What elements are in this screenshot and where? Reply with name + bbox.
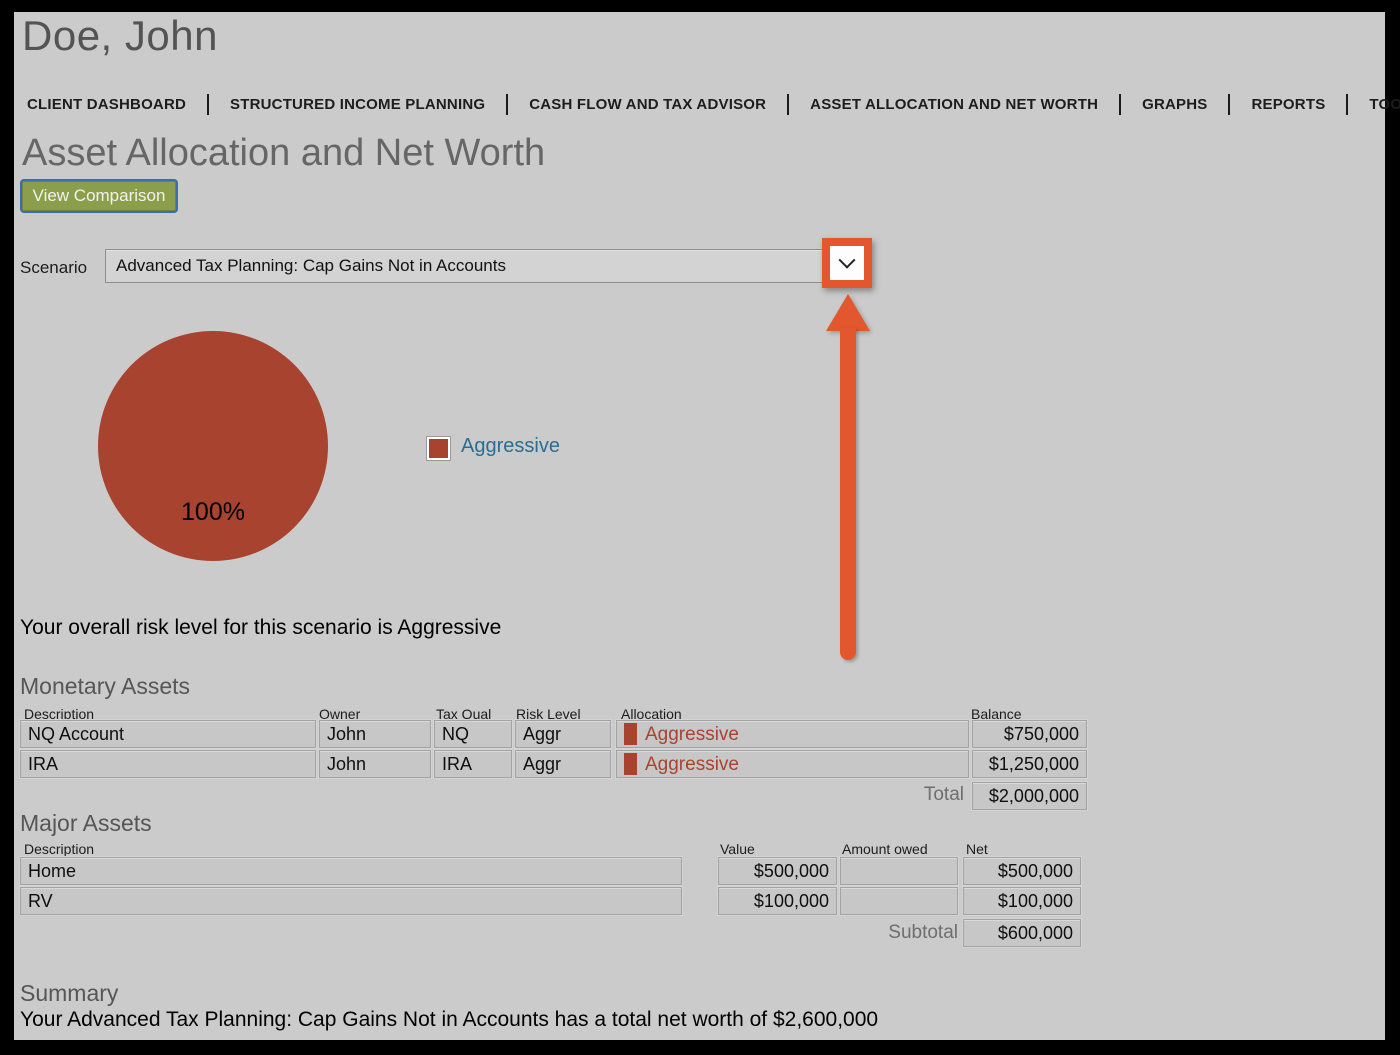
annotation-arrow-head [826,294,870,331]
main-navigation: CLIENT DASHBOARD STRUCTURED INCOME PLANN… [27,94,1400,115]
monetary-allocation-cell[interactable]: Aggressive [616,720,969,748]
col-header-amount-owed: Amount owed [842,841,928,857]
monetary-risklevel-cell[interactable]: Aggr [515,720,611,748]
major-net-cell[interactable]: $500,000 [963,857,1081,885]
major-description-cell[interactable]: Home [20,857,682,885]
monetary-owner-cell[interactable]: John [319,750,431,778]
col-header-owner: Owner [319,706,361,722]
allocation-swatch-icon [624,723,637,745]
major-amount-owed-cell[interactable] [840,887,958,915]
col-header-value: Value [720,841,755,857]
major-value-cell[interactable]: $100,000 [718,887,837,915]
nav-divider [1119,94,1122,115]
nav-divider [506,94,509,115]
risk-statement: Your overall risk level for this scenari… [20,616,502,639]
nav-divider [1228,94,1231,115]
major-net-cell[interactable]: $100,000 [963,887,1081,915]
scenario-label: Scenario [20,258,88,277]
nav-divider [207,94,210,115]
nav-item-structured-income-planning[interactable]: STRUCTURED INCOME PLANNING [230,96,486,113]
col-header-net: Net [966,841,988,857]
col-header-description: Description [24,841,95,857]
monetary-owner-cell[interactable]: John [319,720,431,748]
monetary-description-cell[interactable]: NQ Account [20,720,316,748]
monetary-taxqual-cell[interactable]: NQ [434,720,512,748]
major-description-cell[interactable]: RV [20,887,682,915]
major-subtotal-cell: $600,000 [963,919,1081,947]
major-value-cell[interactable]: $500,000 [718,857,837,885]
monetary-balance-cell[interactable]: $1,250,000 [972,750,1087,778]
app-window: Doe, John CLIENT DASHBOARD STRUCTURED IN… [14,12,1400,1040]
annotation-arrow-shaft [840,328,856,660]
major-assets-heading: Major Assets [20,810,152,836]
scenario-select[interactable]: Advanced Tax Planning: Cap Gains Not in … [105,249,850,283]
client-name: Doe, John [22,12,218,59]
pie-slice-label: 100% [181,498,245,526]
col-header-risk-level: Risk Level [516,706,581,722]
monetary-description-cell[interactable]: IRA [20,750,316,778]
major-subtotal-label: Subtotal [888,922,958,943]
major-amount-owed-cell[interactable] [840,857,958,885]
allocation-pie-chart [98,331,328,561]
col-header-tax-qual: Tax Qual [436,706,492,722]
nav-item-reports[interactable]: REPORTS [1251,96,1326,113]
col-header-description: Description [24,706,95,722]
col-header-allocation: Allocation [621,706,682,722]
chevron-down-icon [838,251,856,269]
scenario-dropdown-button[interactable] [822,238,872,288]
legend-swatch-aggressive [426,436,451,461]
monetary-risklevel-cell[interactable]: Aggr [515,750,611,778]
monetary-balance-cell[interactable]: $750,000 [972,720,1087,748]
summary-heading: Summary [20,980,119,1006]
nav-item-asset-allocation-and-net-worth[interactable]: ASSET ALLOCATION AND NET WORTH [810,96,1099,113]
nav-divider [1346,94,1349,115]
nav-item-client-dashboard[interactable]: CLIENT DASHBOARD [27,96,187,113]
monetary-assets-heading: Monetary Assets [20,673,191,699]
allocation-swatch-icon [624,753,637,775]
col-header-balance: Balance [971,706,1022,722]
nav-divider [787,94,790,115]
allocation-value: Aggressive [645,724,739,745]
nav-item-graphs[interactable]: GRAPHS [1142,96,1208,113]
view-comparison-button[interactable]: View Comparison [20,179,178,213]
nav-item-cash-flow-and-tax-advisor[interactable]: CASH FLOW AND TAX ADVISOR [529,96,767,113]
monetary-total-cell: $2,000,000 [972,782,1087,810]
allocation-value: Aggressive [645,754,739,775]
monetary-total-label: Total [923,784,964,805]
legend-label-aggressive: Aggressive [461,435,560,457]
summary-text: Your Advanced Tax Planning: Cap Gains No… [20,1008,879,1031]
nav-item-tools[interactable]: TOOLS [1369,96,1400,113]
page-title: Asset Allocation and Net Worth [22,132,546,174]
monetary-allocation-cell[interactable]: Aggressive [616,750,969,778]
monetary-taxqual-cell[interactable]: IRA [434,750,512,778]
